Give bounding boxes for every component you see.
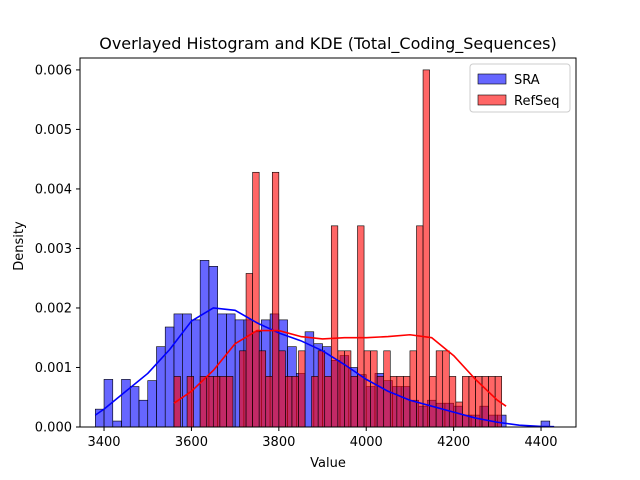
- y-tick-label: 0.006: [35, 63, 72, 78]
- refseq-bar: [271, 171, 280, 428]
- series-refseq-bars: [173, 69, 503, 428]
- refseq-bar: [265, 376, 273, 428]
- refseq-bar: [324, 376, 332, 428]
- refseq-bar: [226, 376, 234, 428]
- y-tick-label: 0.004: [35, 182, 72, 197]
- x-axis-title: Value: [310, 456, 346, 471]
- refseq-bar: [488, 376, 496, 428]
- x-tick-label: 4400: [524, 435, 557, 450]
- y-tick-label: 0.005: [35, 123, 72, 138]
- refseq-bar: [422, 69, 430, 428]
- refseq-bar: [448, 376, 457, 428]
- sra-kde-line: [94, 307, 555, 428]
- refseq-bar: [416, 225, 424, 428]
- refseq-bar: [357, 225, 365, 428]
- refseq-bar: [462, 376, 470, 428]
- refseq-bar: [219, 376, 227, 428]
- refseq-bar: [298, 350, 306, 428]
- sra-bar: [147, 380, 157, 428]
- refseq-bar: [389, 376, 398, 428]
- refseq-bar: [429, 376, 437, 428]
- legend-swatch-refseq: [477, 94, 507, 106]
- refseq-bar: [212, 376, 221, 428]
- refseq-bar: [239, 350, 247, 428]
- y-tick-label: 0.002: [35, 301, 72, 316]
- refseq-bar: [291, 376, 299, 428]
- sra-bar: [138, 399, 149, 428]
- x-tick-label: 3600: [175, 435, 208, 450]
- x-axis: 3400 3600 3800 4000 4200 4400: [87, 427, 558, 450]
- refseq-bar: [376, 376, 385, 428]
- legend: SRA RefSeq: [469, 63, 571, 113]
- refseq-bar: [317, 350, 326, 428]
- refseq-bar: [186, 376, 194, 428]
- plot-frame: [79, 57, 577, 428]
- sra-bar: [121, 379, 131, 428]
- refseq-bar: [252, 171, 260, 428]
- y-tick-label: 0.003: [35, 242, 72, 257]
- legend-label-sra: SRA: [514, 73, 540, 88]
- chart-title: Overlayed Histogram and KDE (Total_Codin…: [99, 34, 557, 54]
- sra-bar: [129, 386, 140, 428]
- y-tick-label: 0.000: [35, 421, 72, 436]
- refseq-bar: [435, 350, 444, 428]
- refseq-bar: [409, 350, 417, 428]
- y-tick-label: 0.001: [35, 361, 72, 376]
- y-axis-title: Density: [12, 221, 27, 271]
- refseq-bar: [344, 350, 352, 428]
- refseq-kde-line: [173, 329, 507, 407]
- refseq-bar: [370, 350, 378, 428]
- x-tick-label: 3400: [87, 435, 120, 450]
- refseq-bar: [258, 350, 267, 428]
- refseq-bar: [278, 350, 286, 428]
- legend-swatch-sra: [477, 73, 507, 85]
- refseq-bar: [206, 376, 214, 428]
- x-tick-label: 3800: [262, 435, 295, 450]
- refseq-bar: [350, 376, 358, 428]
- refseq-bar: [199, 376, 208, 428]
- sra-bar: [164, 326, 175, 428]
- refseq-bar: [468, 376, 476, 428]
- refseq-bar: [442, 350, 450, 428]
- legend-label-refseq: RefSeq: [514, 94, 560, 109]
- refseq-bar: [285, 376, 293, 428]
- y-axis: 0.000 0.001 0.002 0.003 0.004 0.005 0.006: [35, 63, 80, 436]
- refseq-bar: [363, 350, 371, 428]
- refseq-bar: [330, 225, 339, 428]
- x-tick-label: 4000: [350, 435, 383, 450]
- plot-area: [79, 57, 577, 428]
- sra-bar: [112, 420, 122, 428]
- refseq-bar: [311, 376, 319, 428]
- refseq-bar: [245, 273, 253, 428]
- refseq-bar: [403, 376, 411, 428]
- refseq-bar: [396, 376, 404, 428]
- x-tick-label: 4200: [437, 435, 470, 450]
